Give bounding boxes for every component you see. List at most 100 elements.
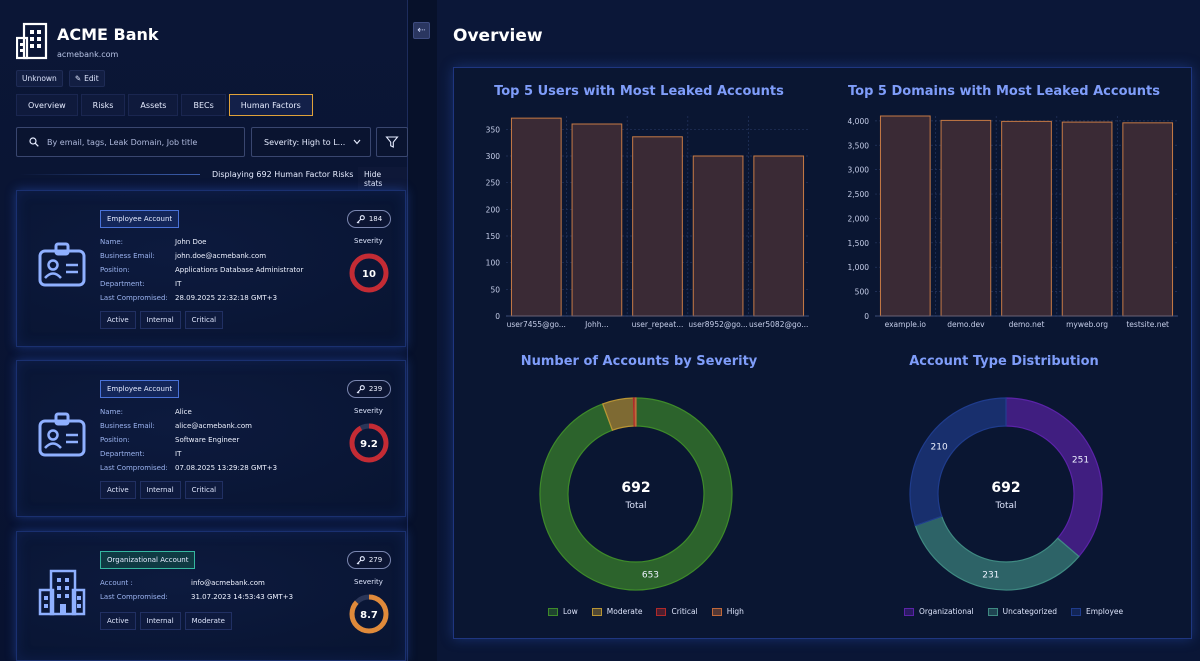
email-value: alice@acmebank.com (175, 422, 252, 430)
legend-item[interactable]: Uncategorized (987, 607, 1057, 616)
x-tick-label: Johh... (584, 320, 608, 329)
donut-slice[interactable] (539, 397, 733, 591)
edit-button[interactable]: ✎ Edit (68, 70, 105, 87)
pencil-icon: ✎ (74, 74, 82, 83)
x-tick-label: demo.net (1009, 320, 1045, 329)
tag: Active (100, 311, 136, 329)
leak-count: 184 (368, 215, 383, 223)
severity-select-label: Severity: High to L... (264, 137, 346, 147)
bar[interactable] (753, 155, 805, 317)
y-tick-label: 2,000 (848, 214, 870, 223)
y-tick-label: 0 (495, 312, 500, 321)
bar[interactable] (1061, 121, 1113, 317)
search-box (16, 127, 245, 157)
x-tick-label: user8952@go... (688, 320, 747, 329)
chart-title: Top 5 Users with Most Leaked Accounts (494, 84, 784, 99)
tag: Internal (139, 481, 181, 499)
leak-count-badge: 279 (347, 551, 391, 569)
org-domain: acmebank.com (57, 50, 119, 59)
building-icon (16, 22, 48, 60)
divider (20, 174, 200, 175)
account-label: Account : (100, 579, 133, 587)
legend-swatch (1071, 607, 1081, 616)
slice-label: 653 (642, 571, 659, 581)
legend-label: High (726, 607, 744, 616)
tab-risks[interactable]: Risks (80, 94, 126, 116)
severity-score: 8.7 (360, 610, 378, 621)
email-value: john.doe@acmebank.com (175, 252, 267, 260)
account-card[interactable]: Employee Account Name: Alice Business Em… (16, 360, 406, 517)
bar[interactable] (692, 155, 744, 317)
tab-assets[interactable]: Assets (128, 94, 179, 116)
chart-title: Top 5 Domains with Most Leaked Accounts (848, 84, 1160, 99)
search-input[interactable] (47, 137, 227, 147)
last-compromised-label: Last Compromised: (100, 294, 168, 302)
donut-slice[interactable] (634, 397, 637, 427)
chevron-down-icon (353, 139, 361, 145)
leak-count: 239 (368, 385, 383, 393)
id-card-icon (38, 242, 86, 287)
donut-total-label: Total (994, 501, 1016, 511)
y-tick-label: 3,500 (848, 141, 870, 150)
bar[interactable] (940, 119, 992, 317)
legend-item[interactable]: Low (548, 607, 578, 616)
bar[interactable] (879, 115, 931, 317)
x-tick-label: user_repeat... (632, 320, 684, 329)
legend-swatch (591, 607, 602, 616)
tab-becs[interactable]: BECs (181, 94, 226, 116)
bar[interactable] (510, 117, 562, 317)
y-tick-label: 150 (486, 232, 501, 241)
y-tick-label: 3,000 (848, 166, 870, 175)
donut-slice[interactable] (909, 397, 1007, 527)
severity-label: Severity (354, 578, 383, 586)
account-type-donut-chart: 251 231 210 692 Total (909, 397, 1103, 591)
account-type-legend: Organizational Uncategorized Employee (904, 607, 1123, 616)
department-label: Department: (100, 280, 145, 288)
hide-stats-button[interactable]: Hide stats (358, 167, 407, 191)
severity-label: Severity (354, 237, 383, 245)
legend-item[interactable]: Organizational (904, 607, 974, 616)
bar[interactable] (1122, 122, 1174, 317)
bar[interactable] (571, 123, 623, 317)
slice-label: 231 (982, 571, 999, 581)
department-value: IT (175, 280, 182, 288)
y-tick-label: 250 (486, 179, 501, 188)
x-tick-label: user7455@go... (507, 320, 566, 329)
bar[interactable] (1001, 120, 1052, 317)
y-tick-label: 500 (855, 288, 870, 297)
legend-item[interactable]: Employee (1071, 607, 1123, 616)
legend-item[interactable]: Moderate (591, 607, 642, 616)
legend-swatch (904, 607, 914, 616)
account-value: info@acmebank.com (191, 579, 265, 587)
account-card[interactable]: Employee Account Name: John Doe Business… (16, 190, 406, 347)
filter-button[interactable] (376, 127, 408, 157)
tag: Active (100, 612, 136, 630)
tab-human-factors[interactable]: Human Factors (228, 94, 313, 116)
account-card[interactable]: Organizational Account Account : info@ac… (16, 531, 406, 661)
x-tick-label: example.io (885, 320, 927, 329)
legend-label: Critical (671, 607, 698, 616)
severity-select[interactable]: Severity: High to L... (251, 127, 371, 157)
legend-item[interactable]: Critical (656, 607, 698, 616)
department-label: Department: (100, 450, 145, 458)
status-chip[interactable]: Unknown (16, 70, 63, 87)
bar[interactable] (632, 136, 683, 317)
legend-item[interactable]: High (711, 607, 744, 616)
tab-overview[interactable]: Overview (16, 94, 78, 116)
legend-swatch (548, 607, 558, 616)
department-value: IT (175, 450, 182, 458)
domains-bar-chart: 0 500 1,000 1,500 2,000 2,500 3,000 3,500 4,000 e… (848, 115, 1178, 329)
position-label: Position: (100, 436, 130, 444)
key-icon (356, 214, 365, 224)
last-compromised-label: Last Compromised: (100, 593, 168, 601)
last-compromised-value: 31.07.2023 14:53:43 GMT+3 (191, 593, 294, 601)
id-card-icon (38, 412, 86, 457)
tag: Internal (139, 311, 181, 329)
collapse-panel-button[interactable]: ⇠ (413, 22, 430, 39)
donut-slice[interactable] (1005, 397, 1103, 558)
left-panel: ACME Bank acmebank.com Unknown ✎ Edit Ov… (0, 0, 408, 661)
gauge-fill (349, 594, 389, 634)
tab-bar: Overview Risks Assets BECs Human Factors (16, 94, 313, 116)
leak-count: 279 (368, 556, 383, 564)
y-tick-label: 1,000 (848, 263, 870, 272)
